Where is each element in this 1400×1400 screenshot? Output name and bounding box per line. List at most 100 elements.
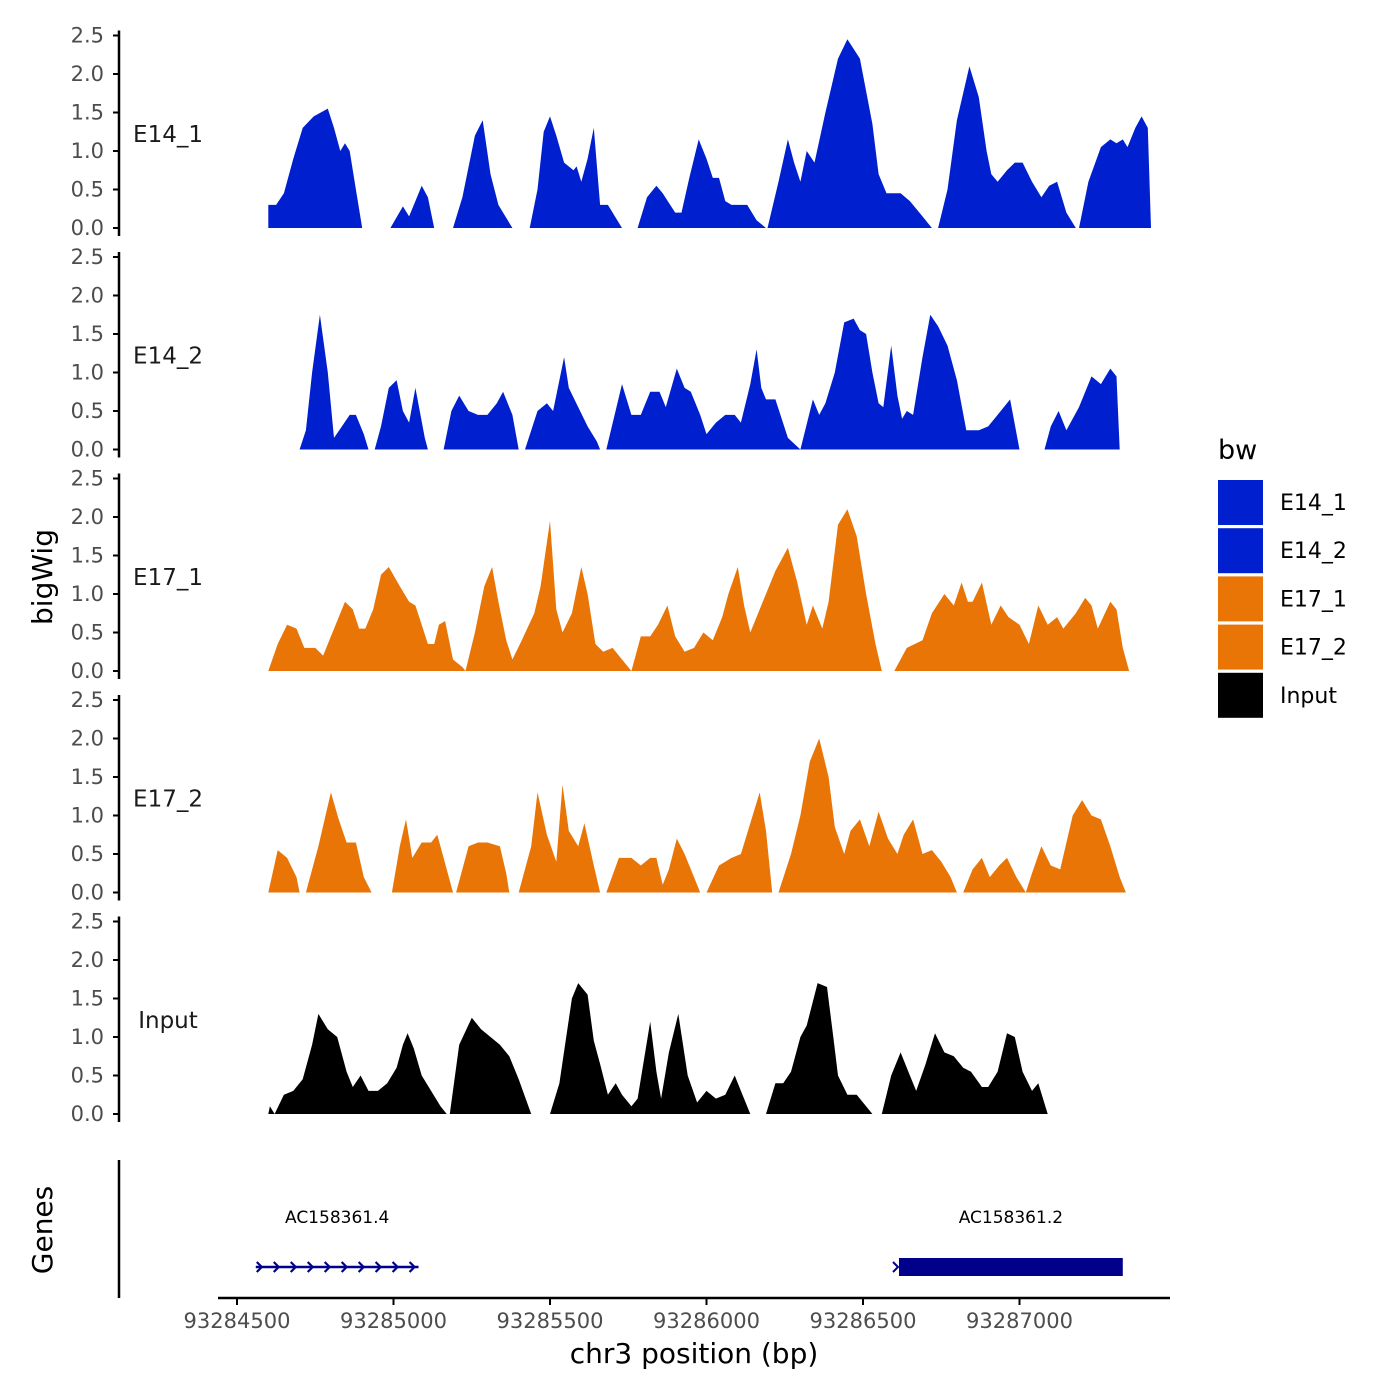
y-axis-title: bigWig	[26, 529, 59, 625]
y-tick-label: 1.5	[71, 101, 104, 125]
legend-entry-e17-2: E17_2	[1218, 624, 1347, 670]
coverage-area	[268, 567, 466, 671]
legend-swatch	[1218, 480, 1263, 525]
y-tick-label: 2.0	[71, 505, 104, 529]
gene-panel: AC158361.4 AC158361.2	[117, 1160, 1123, 1298]
track-input: 0.0 0.5 1.0 1.5 2.0 2.5 Input	[71, 910, 1048, 1126]
coverage-area	[606, 838, 701, 893]
coverage-area	[374, 380, 428, 450]
strand-arrow	[340, 1261, 349, 1273]
coverage-area	[778, 738, 957, 893]
coverage-area	[453, 120, 513, 228]
gene-label: AC158361.4	[285, 1208, 389, 1228]
strand-arrow	[357, 1261, 366, 1273]
track-e17-2: 0.0 0.5 1.0 1.5 2.0 2.5 E17_2	[71, 688, 1126, 905]
track-e17-1: 0.0 0.5 1.0 1.5 2.0 2.5 E17_1	[71, 467, 1130, 683]
y-tick-label: 0.5	[71, 621, 104, 645]
coverage-area	[766, 983, 873, 1114]
genes-axis-title: Genes	[26, 1186, 59, 1274]
x-axis: 93284500 93285000 93285500 93286000 93286500…	[184, 1296, 1170, 1333]
legend-label: E14_2	[1280, 539, 1347, 564]
coverage-area	[1079, 116, 1151, 228]
y-tick-label: 0.5	[71, 399, 104, 423]
track-label: E14_1	[133, 122, 203, 148]
y-tick-label: 0.5	[71, 842, 104, 866]
track-label: E17_1	[133, 565, 203, 591]
gene-ac158361-2: AC158361.2	[892, 1208, 1123, 1276]
coverage-area	[305, 792, 372, 893]
legend-entry-input: Input	[1218, 672, 1337, 718]
coverage-area	[800, 314, 1020, 450]
coverage-area	[518, 784, 601, 893]
x-tick-label: 93287000	[966, 1309, 1073, 1333]
legend-swatch	[1218, 576, 1263, 622]
y-tick-label: 0.0	[71, 216, 104, 240]
y-tick-label: 1.5	[71, 765, 104, 789]
y-tick-label: 2.0	[71, 62, 104, 86]
y-tick-label: 1.0	[71, 361, 104, 385]
legend-label: E17_2	[1280, 636, 1347, 661]
strand-arrow	[306, 1261, 315, 1273]
y-tick-label: 1.5	[71, 987, 104, 1011]
gene-exon	[898, 1258, 1123, 1276]
legend-label: E14_1	[1280, 491, 1347, 516]
coverage-area	[525, 357, 601, 450]
coverage-area	[456, 842, 510, 893]
y-tick-label: 0.5	[71, 178, 104, 202]
coverage-area	[606, 349, 801, 450]
coverage-area	[706, 792, 773, 893]
coverage-area	[268, 850, 300, 893]
y-tick-label: 2.0	[71, 727, 104, 751]
y-tick-label: 0.0	[71, 659, 104, 683]
coverage-area	[767, 39, 932, 228]
coverage-area	[881, 1033, 1048, 1114]
x-axis-title: chr3 position (bp)	[570, 1337, 819, 1370]
track-e14-2: 0.0 0.5 1.0 1.5 2.0 2.5 E14_2	[71, 245, 1120, 462]
legend-label: E17_1	[1280, 587, 1347, 612]
y-tick-label: 1.0	[71, 804, 104, 828]
track-label: Input	[138, 1008, 198, 1034]
legend-entry-e17-1: E17_1	[1218, 576, 1347, 622]
coverage-area	[465, 520, 632, 671]
coverage-area	[390, 185, 435, 228]
coverage-area	[938, 66, 1076, 228]
coverage-area	[1044, 368, 1120, 450]
coverage-area	[299, 314, 369, 450]
coverage-area	[550, 983, 751, 1114]
gene-label: AC158361.2	[959, 1208, 1063, 1228]
y-tick-label: 2.5	[71, 688, 104, 712]
y-tick-label: 0.0	[71, 438, 104, 462]
strand-arrow	[892, 1261, 900, 1273]
y-tick-label: 0.5	[71, 1064, 104, 1088]
coverage-area	[894, 582, 1130, 671]
y-tick-label: 0.0	[71, 1102, 104, 1126]
x-tick-label: 93284500	[184, 1309, 291, 1333]
legend-swatch	[1218, 624, 1263, 670]
coverage-area	[268, 1013, 447, 1114]
y-tick-label: 1.0	[71, 1025, 104, 1049]
strand-arrow	[289, 1261, 298, 1273]
strand-arrow	[272, 1261, 281, 1273]
legend-swatch	[1218, 672, 1263, 718]
x-tick-label: 93286000	[653, 1309, 760, 1333]
strand-arrow	[256, 1261, 264, 1273]
y-tick-label: 2.5	[71, 24, 104, 48]
y-tick-label: 2.5	[71, 245, 104, 269]
strand-arrow	[374, 1261, 383, 1273]
y-tick-label: 1.5	[71, 544, 104, 568]
coverage-area	[631, 509, 882, 671]
strand-arrow	[391, 1261, 400, 1273]
bigwig-tracks: 0.0 0.5 1.0 1.5 2.0 2.5 E14_1 0.0 0.5 1.0 1.5 2.0 2.…	[71, 24, 1151, 1126]
coverage-area	[963, 800, 1126, 893]
strand-arrow	[408, 1261, 417, 1273]
coverage-area	[449, 1017, 532, 1114]
x-tick-label: 93285500	[497, 1309, 604, 1333]
x-tick-label: 93285000	[340, 1309, 447, 1333]
gene-ac158361-4: AC158361.4	[255, 1208, 419, 1273]
coverage-area	[391, 819, 453, 893]
legend: E14_1 E14_2 E17_1 E17_2 Input	[1218, 480, 1347, 718]
track-e14-1: 0.0 0.5 1.0 1.5 2.0 2.5 E14_1	[71, 24, 1151, 240]
y-tick-label: 1.0	[71, 139, 104, 163]
legend-entry-e14-2: E14_2	[1218, 528, 1347, 574]
